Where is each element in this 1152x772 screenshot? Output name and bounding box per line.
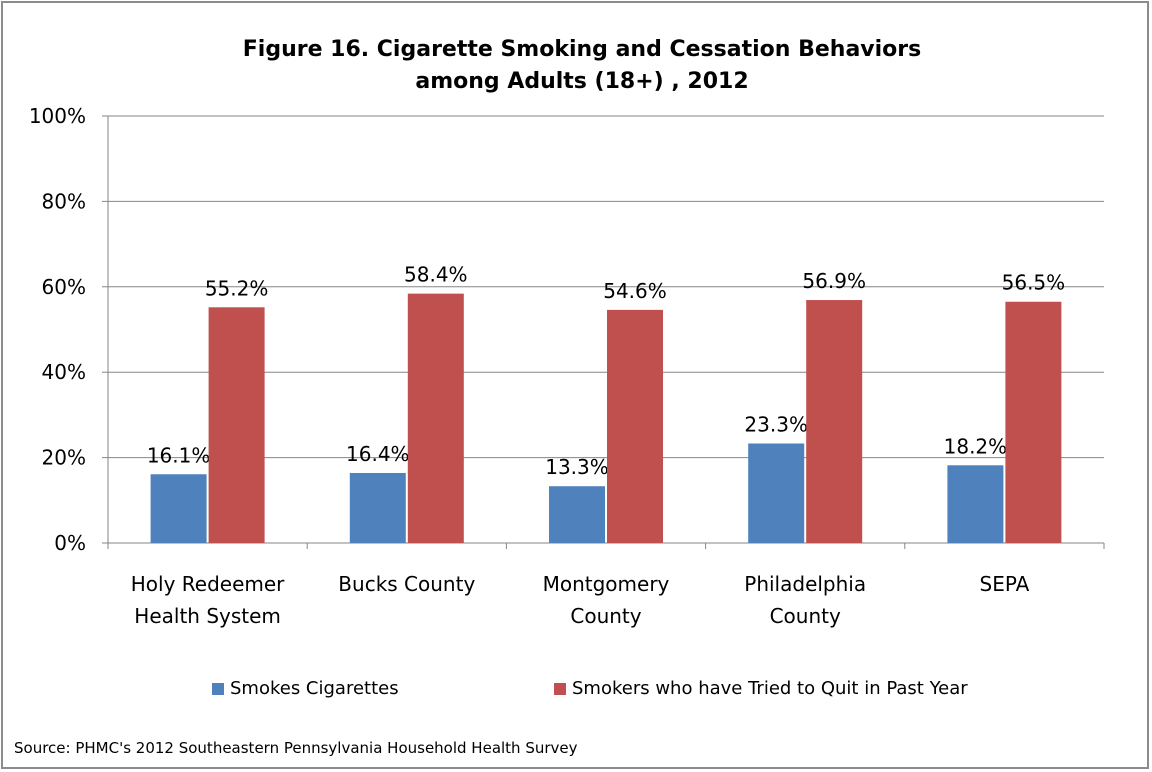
x-category-label: Philadelphia County	[744, 572, 866, 628]
data-label: 18.2%	[944, 434, 1008, 458]
y-tick-label: 60%	[42, 275, 86, 299]
y-tick-label: 100%	[29, 104, 86, 128]
legend-item-tried-to-quit: Smokers who have Tried to Quit in Past Y…	[554, 678, 968, 699]
bar-tried-to-quit	[806, 300, 863, 543]
data-label: 23.3%	[744, 413, 808, 437]
x-category-label: Bucks County	[338, 572, 475, 596]
legend-label-tried-to-quit: Smokers who have Tried to Quit in Past Y…	[572, 678, 968, 699]
legend-label-smokes: Smokes Cigarettes	[230, 678, 399, 699]
data-label: 16.4%	[346, 442, 410, 466]
x-category-label: Holy Redeemer Health System	[131, 572, 285, 628]
bar-tried-to-quit	[1005, 301, 1062, 543]
source-note: Source: PHMC's 2012 Southeastern Pennsyl…	[14, 739, 578, 757]
bar-smokes-cigarettes	[349, 472, 406, 543]
data-label: 56.9%	[802, 269, 866, 293]
y-tick-label: 20%	[42, 446, 86, 470]
legend-swatch-smokes	[212, 682, 224, 695]
y-tick-label: 0%	[54, 531, 86, 555]
data-label: 55.2%	[205, 276, 269, 300]
x-category-label: Montgomery County	[543, 572, 670, 628]
bar-smokes-cigarettes	[150, 474, 207, 543]
data-label: 13.3%	[545, 455, 609, 479]
chart-title-line2: among Adults (18+) , 2012	[415, 69, 749, 94]
bar-smokes-cigarettes	[748, 443, 805, 543]
y-tick-label: 80%	[42, 189, 86, 213]
bar-smokes-cigarettes	[549, 486, 605, 543]
data-label: 16.1%	[147, 443, 211, 467]
legend-swatch-tried-to-quit	[554, 682, 566, 695]
bar-tried-to-quit	[208, 307, 265, 543]
data-label: 56.5%	[1002, 271, 1066, 295]
bar-smokes-cigarettes	[947, 465, 1004, 543]
x-category-label: SEPA	[980, 572, 1030, 596]
bar-tried-to-quit	[407, 293, 464, 543]
legend-item-smokes: Smokes Cigarettes	[212, 678, 399, 699]
chart-title-line1: Figure 16. Cigarette Smoking and Cessati…	[242, 37, 922, 62]
bar-tried-to-quit	[607, 309, 663, 543]
y-tick-label: 40%	[42, 360, 86, 384]
data-label: 54.6%	[603, 279, 667, 303]
chart-title: Figure 16. Cigarette Smoking and Cessati…	[0, 34, 1152, 98]
data-label: 58.4%	[404, 263, 468, 287]
